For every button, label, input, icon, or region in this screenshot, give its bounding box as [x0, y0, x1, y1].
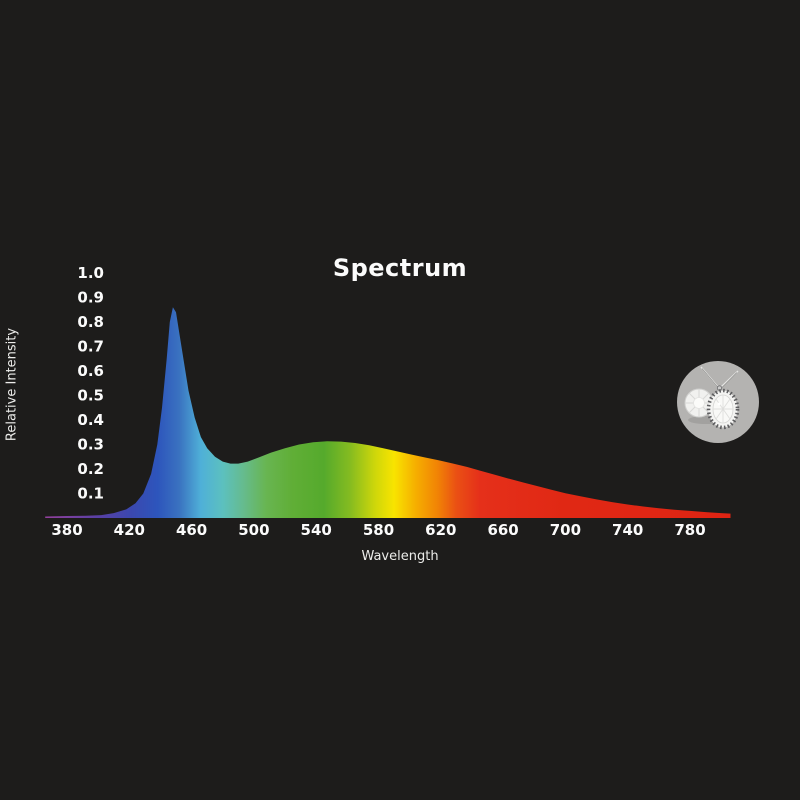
- y-tick-label: 0.3: [77, 436, 104, 454]
- x-tick-label: 740: [612, 521, 643, 539]
- y-tick-label: 0.2: [77, 460, 104, 478]
- y-tick-label: 0.4: [77, 411, 104, 429]
- y-tick-label: 0.9: [77, 289, 104, 307]
- pendant-icon: [706, 385, 740, 430]
- y-tick-label: 0.8: [77, 313, 104, 331]
- x-tick-label: 780: [674, 521, 705, 539]
- x-tick-label: 420: [114, 521, 145, 539]
- jewelry-photo-icon: [677, 361, 759, 443]
- y-tick-label: 0.1: [77, 485, 104, 503]
- chart-title: Spectrum: [332, 254, 468, 282]
- x-tick-label: 380: [51, 521, 82, 539]
- x-tick-label: 540: [301, 521, 332, 539]
- x-axis-label: Wavelength: [361, 549, 439, 564]
- x-tick-label: 500: [238, 521, 269, 539]
- spectrum-area: [45, 307, 731, 518]
- x-tick-label: 660: [487, 521, 518, 539]
- x-tick-label: 620: [425, 521, 456, 539]
- x-tick-label: 700: [550, 521, 581, 539]
- x-tick-label: 460: [176, 521, 207, 539]
- y-tick-label: 1.0: [77, 264, 104, 282]
- necklace-chain-shade: [701, 368, 738, 389]
- y-tick-label: 0.6: [77, 362, 104, 380]
- y-tick-label: 0.7: [77, 338, 104, 356]
- y-tick-label: 0.5: [77, 387, 104, 405]
- x-tick-label: 580: [363, 521, 394, 539]
